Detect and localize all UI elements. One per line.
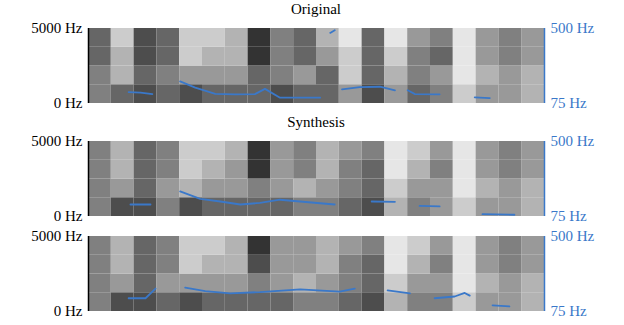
svg-text:0 Hz: 0 Hz: [54, 303, 83, 319]
html-text:Synthesis: Synthesis: [287, 114, 345, 130]
svg-text:0 Hz: 0 Hz: [54, 208, 83, 224]
svg-text:500 Hz: 500 Hz: [551, 133, 595, 149]
html-text:Original: Original: [291, 1, 341, 17]
svg-text:500 Hz: 500 Hz: [551, 228, 595, 244]
svg-text:500 Hz: 500 Hz: [551, 20, 595, 36]
svg-text:5000 Hz: 5000 Hz: [31, 228, 83, 244]
svg-text:75 Hz: 75 Hz: [551, 95, 588, 111]
svg-text:5000 Hz: 5000 Hz: [31, 20, 83, 36]
svg-text:0 Hz: 0 Hz: [54, 95, 83, 111]
svg-text:75 Hz: 75 Hz: [551, 208, 588, 224]
svg-text:5000 Hz: 5000 Hz: [31, 133, 83, 149]
svg-text:75 Hz: 75 Hz: [551, 303, 588, 319]
